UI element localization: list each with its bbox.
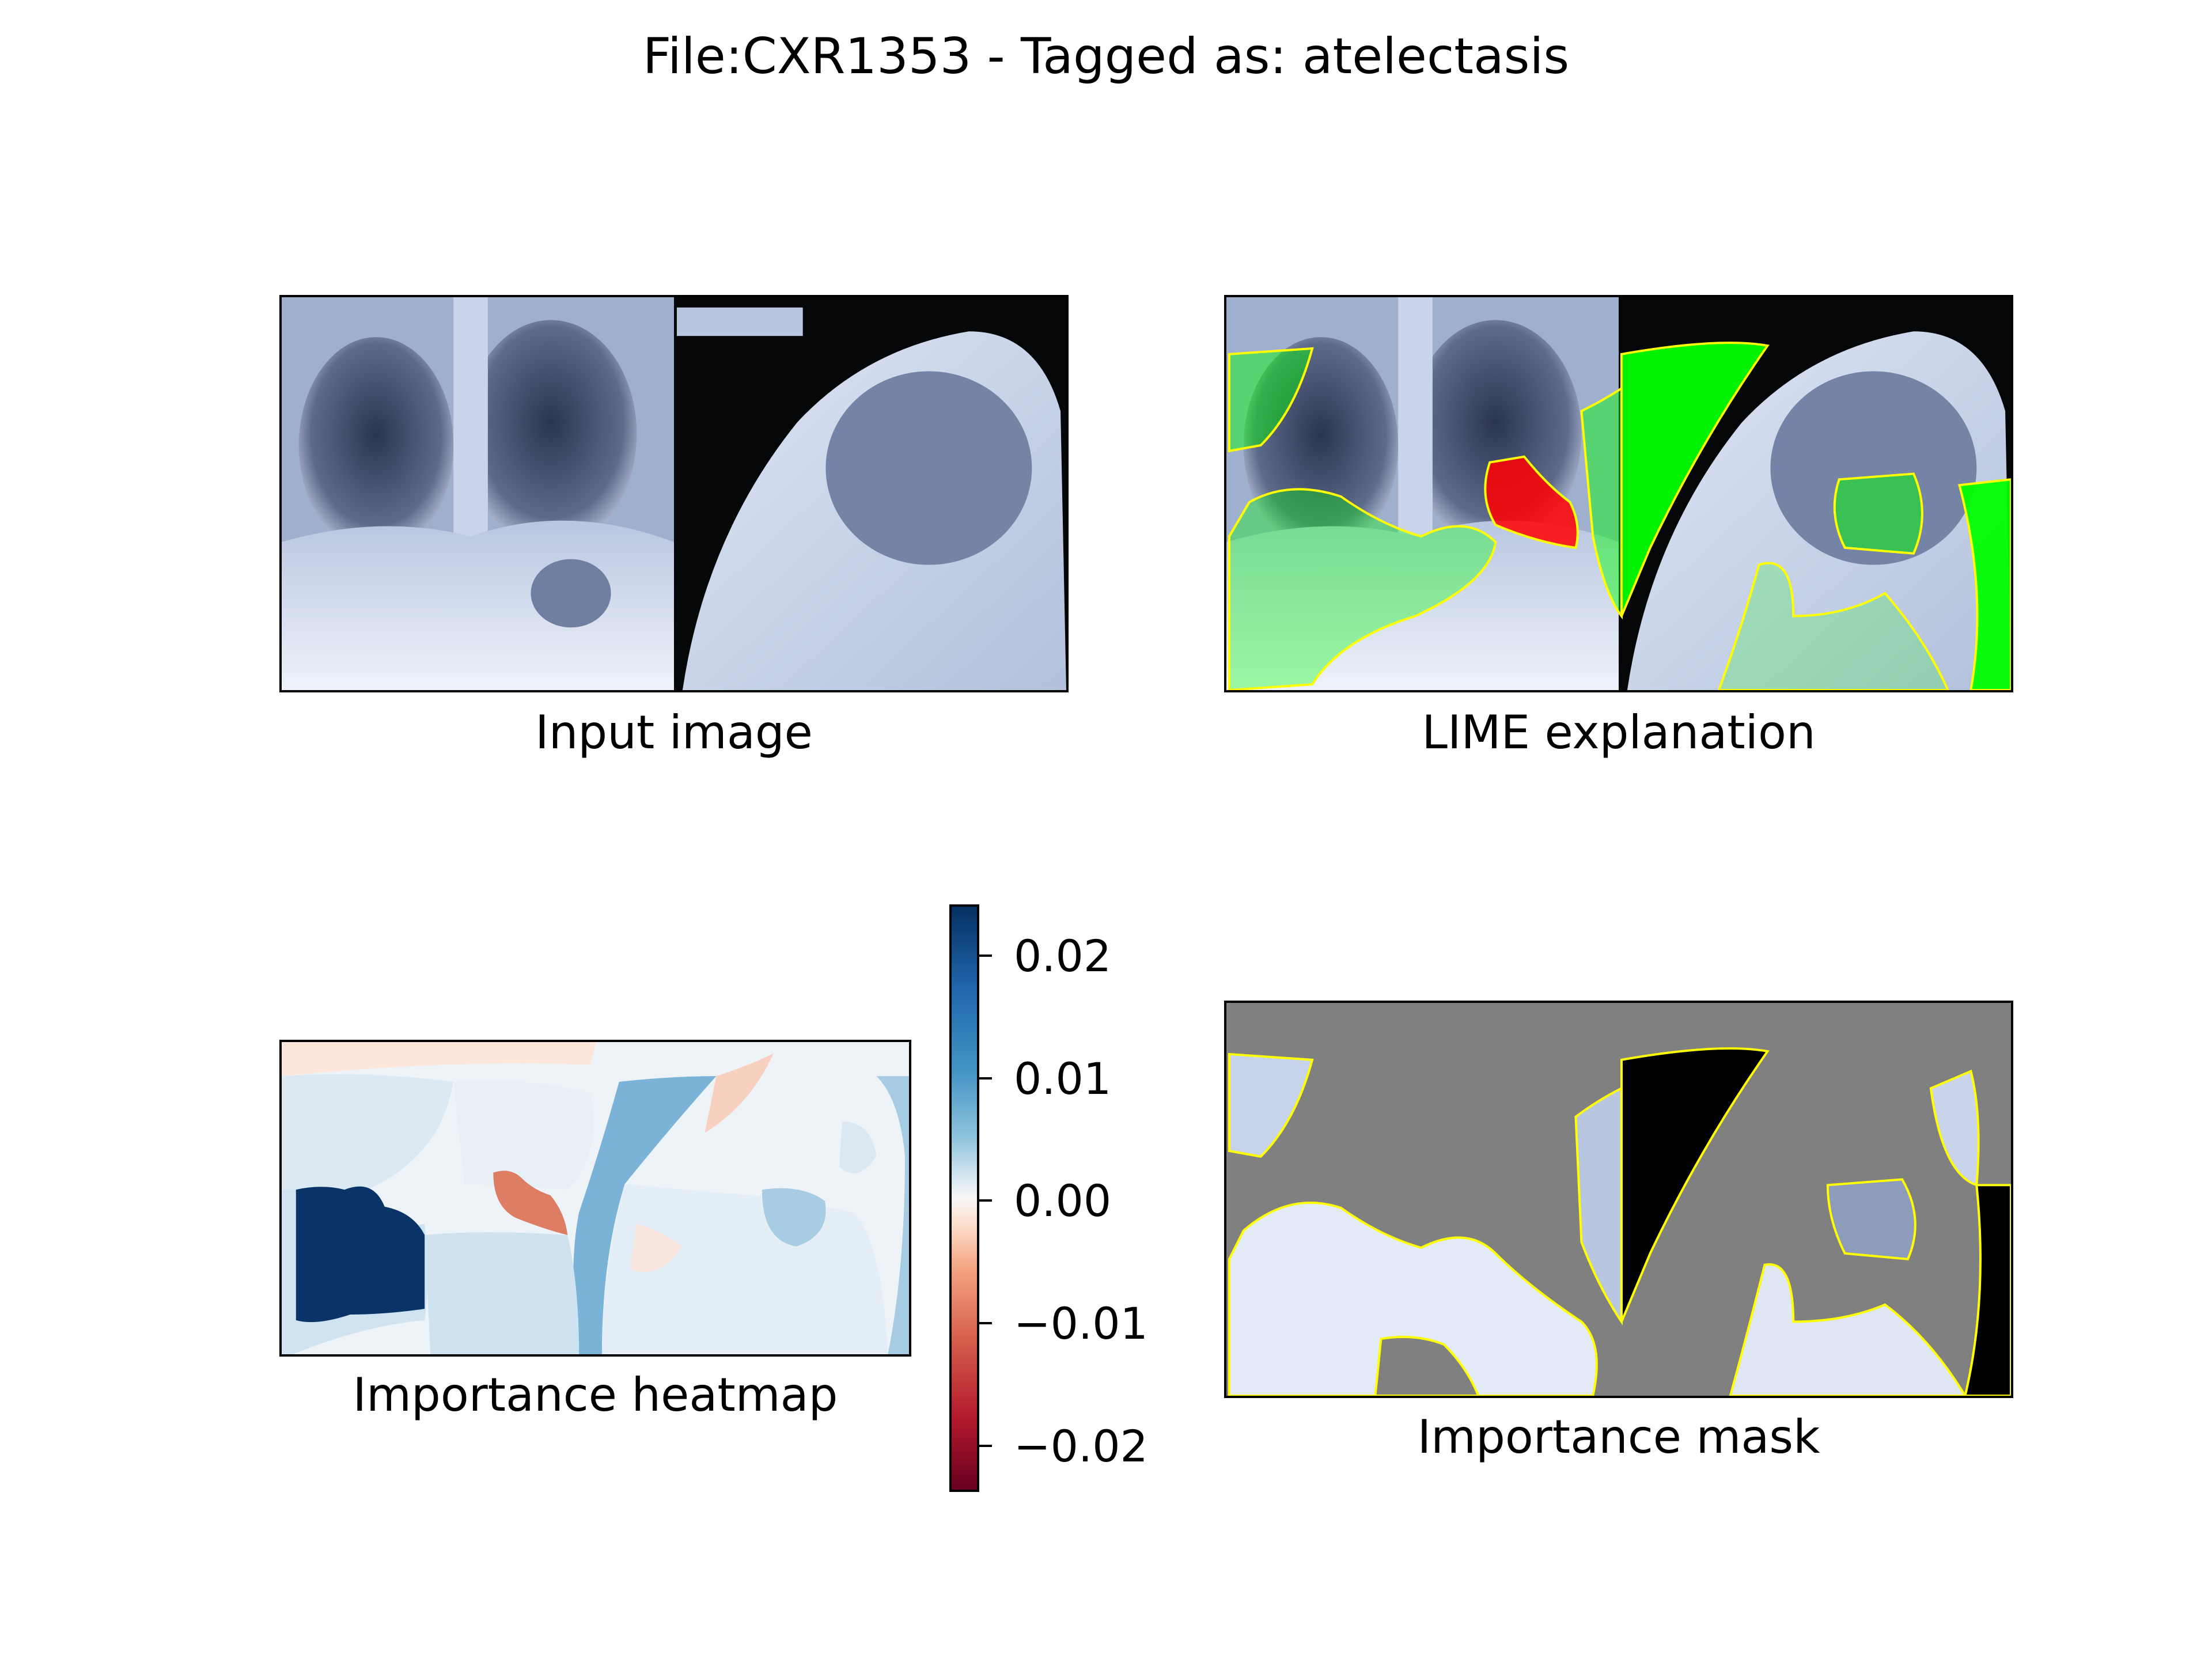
- importance-mask-caption: Importance mask: [1417, 1410, 1820, 1464]
- mask-visible-region: [1729, 1263, 1967, 1396]
- mask-visible-region: [1620, 1047, 1770, 1323]
- colorbar-tick-mark: [979, 1077, 992, 1080]
- input-xray-image: [282, 297, 1066, 690]
- colorbar: [949, 904, 979, 1492]
- importance-mask-panel: [1224, 1001, 2013, 1398]
- colorbar-tick-mark: [979, 955, 992, 957]
- lime-positive-region: [1620, 342, 1770, 617]
- lime-positive-region: [1717, 562, 1949, 690]
- heatmap-strong-positive-region: [296, 1186, 425, 1323]
- importance-heatmap-image: [282, 1042, 909, 1354]
- lime-explanation-caption: LIME explanation: [1422, 706, 1816, 759]
- mask-visible-region: [1228, 1052, 1314, 1158]
- lime-positive-region: [1228, 347, 1314, 453]
- colorbar-tick-label: 0.01: [1014, 1053, 1112, 1104]
- importance-heatmap-caption: Importance heatmap: [353, 1368, 838, 1422]
- input-image-caption: Input image: [535, 706, 813, 759]
- lime-positive-region: [1833, 472, 1923, 555]
- lime-positive-region: [1580, 386, 1623, 620]
- figure-title: File:CXR1353 - Tagged as: atelectasis: [642, 28, 1570, 85]
- colorbar-tick-label: −0.01: [1014, 1298, 1148, 1349]
- lime-positive-region: [1228, 488, 1497, 690]
- lime-overlay-image: [1226, 297, 2011, 690]
- lime-positive-region: [1958, 478, 2011, 690]
- mask-visible-region: [1964, 1184, 2011, 1396]
- input-image-panel: [279, 295, 1069, 692]
- importance-mask-image: [1226, 1003, 2011, 1396]
- colorbar-tick-label: 0.00: [1014, 1175, 1112, 1226]
- colorbar-tick-mark: [979, 1199, 992, 1202]
- mask-visible-region: [1574, 1086, 1623, 1326]
- lime-explanation-panel: [1224, 295, 2013, 692]
- heatmap-negative-region: [493, 1171, 568, 1236]
- colorbar-tick-label: −0.02: [1014, 1421, 1148, 1472]
- lime-negative-region: [1484, 455, 1579, 550]
- mask-visible-region: [1826, 1178, 1916, 1260]
- colorbar-tick-label: 0.02: [1014, 930, 1112, 982]
- mask-visible-region: [1228, 1201, 1598, 1396]
- importance-heatmap-panel: [279, 1040, 911, 1357]
- colorbar-tick-mark: [979, 1445, 992, 1447]
- colorbar-tick-mark: [979, 1322, 992, 1324]
